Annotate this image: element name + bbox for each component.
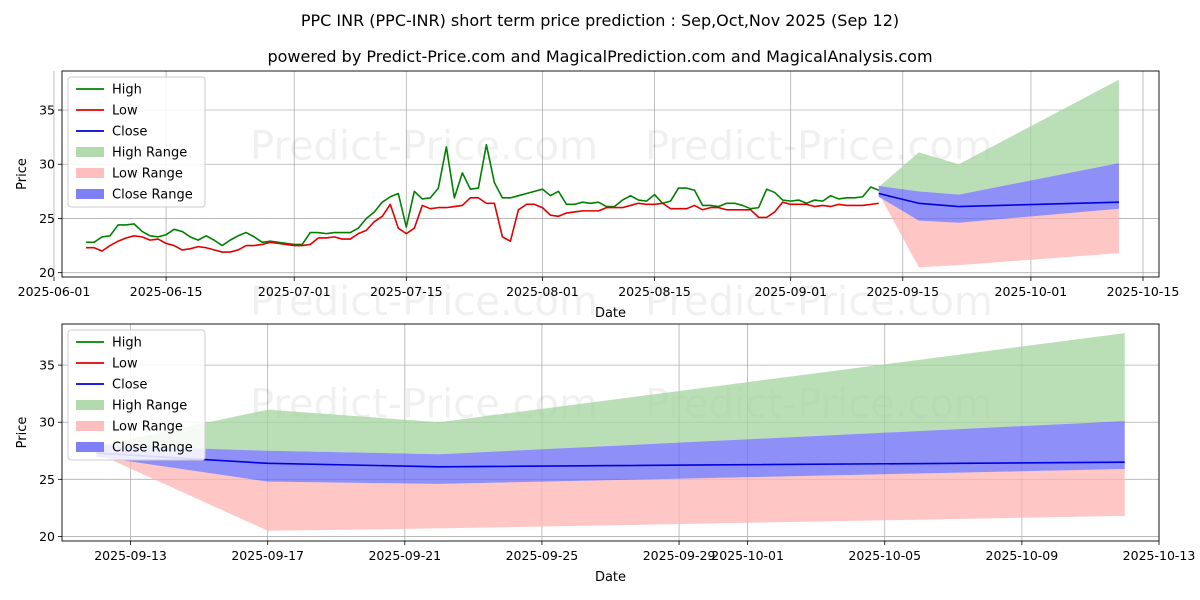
low-range-band [96,453,1125,531]
legend-patch-swatch [76,147,104,157]
legend-label: Close [112,378,147,393]
legend-item-high: High [76,83,142,98]
axes-frame [61,323,1160,542]
legend-patch-swatch [76,421,104,431]
close-forecast-line [878,192,1119,208]
x-tick-label: 2025-10-05 [848,548,921,563]
high-series-line [86,143,880,247]
legend-item-low: Low [76,104,138,119]
legend-item-close: Close [76,378,147,393]
legend-item-high-range: High Range [76,146,187,161]
legend-patch-swatch [76,400,104,410]
legend-label: High Range [112,399,187,414]
y-tick-label: 25 [39,472,55,487]
legend-label: Close Range [112,188,193,203]
y-tick-label: 35 [39,103,55,118]
legend-label: Close [112,125,147,140]
low-series-line [86,197,879,253]
x-tick-label: 2025-10-13 [1123,548,1196,563]
legend-patch-swatch [76,168,104,178]
legend-item-low: Low [76,357,138,372]
legend-item-low-range: Low Range [76,167,183,182]
plot-area [86,79,1119,268]
axes-frame [61,70,1160,278]
y-axis-label: Price [15,417,30,449]
watermark-text: Predict-Price.com [250,279,598,325]
legend-label: Low Range [112,167,183,182]
y-tick-label: 25 [39,211,55,226]
legend-label: Low [112,357,138,372]
x-tick-label: 2025-10-09 [986,548,1059,563]
legend-item-low-range: Low Range [76,420,183,435]
chart-title: PPC INR (PPC-INR) short term price predi… [301,11,899,30]
x-tick-label: 2025-08-01 [506,284,579,299]
legend-label: High Range [112,146,187,161]
y-tick-label: 20 [39,265,55,280]
legend-item-close-range: Close Range [76,441,193,456]
legend-item-high-range: High Range [76,399,187,414]
x-tick-label: 2025-07-15 [370,284,443,299]
legend-patch-swatch [76,442,104,452]
legend-label: Low [112,104,138,119]
x-tick-label: 2025-09-13 [94,548,167,563]
y-axis-label: Price [15,158,30,190]
watermark-text: Predict-Price.com [645,279,993,325]
high-range-band [96,333,1125,455]
plot-area [96,333,1125,531]
x-tick-label: 2025-09-25 [506,548,579,563]
legend-item-close: Close [76,125,147,140]
legend-patch-swatch [76,189,104,199]
legend-item-close-range: Close Range [76,188,193,203]
x-tick-label: 2025-06-15 [130,284,203,299]
x-tick-label: 2025-09-21 [368,548,441,563]
x-tick-label: 2025-10-01 [995,284,1068,299]
x-tick-label: 2025-08-15 [618,284,691,299]
close-range-band [878,163,1119,223]
x-axis-label: Date [595,306,626,321]
y-tick-label: 20 [39,529,55,544]
watermark-text: Predict-Price.com [250,124,598,170]
chart-panel-2: Predict-Price.comPredict-Price.com2025-0… [15,323,1196,585]
y-tick-label: 30 [39,157,55,172]
legend-label: High [112,336,142,351]
x-tick-label: 2025-10-01 [711,548,784,563]
y-tick-label: 30 [39,415,55,430]
chart-subtitle: powered by Predict-Price.com and Magical… [267,47,932,66]
chart-panel-1: Predict-Price.com Predict-Price.com Predic… [15,70,1180,325]
close-range-band [96,421,1125,484]
x-tick-label: 2025-09-29 [643,548,716,563]
low-range-band [878,193,1119,268]
y-tick-label: 35 [39,358,55,373]
x-tick-label: 2025-06-01 [18,284,91,299]
legend-label: Close Range [112,441,193,456]
x-tick-label: 2025-10-15 [1107,284,1180,299]
high-range-band [878,79,1119,195]
legend-label: High [112,83,142,98]
x-tick-label: 2025-09-15 [866,284,939,299]
x-tick-label: 2025-09-01 [754,284,827,299]
x-axis-label: Date [595,570,626,585]
x-tick-label: 2025-07-01 [258,284,331,299]
legend-item-high: High [76,336,142,351]
x-tick-label: 2025-09-17 [231,548,304,563]
legend-label: Low Range [112,420,183,435]
